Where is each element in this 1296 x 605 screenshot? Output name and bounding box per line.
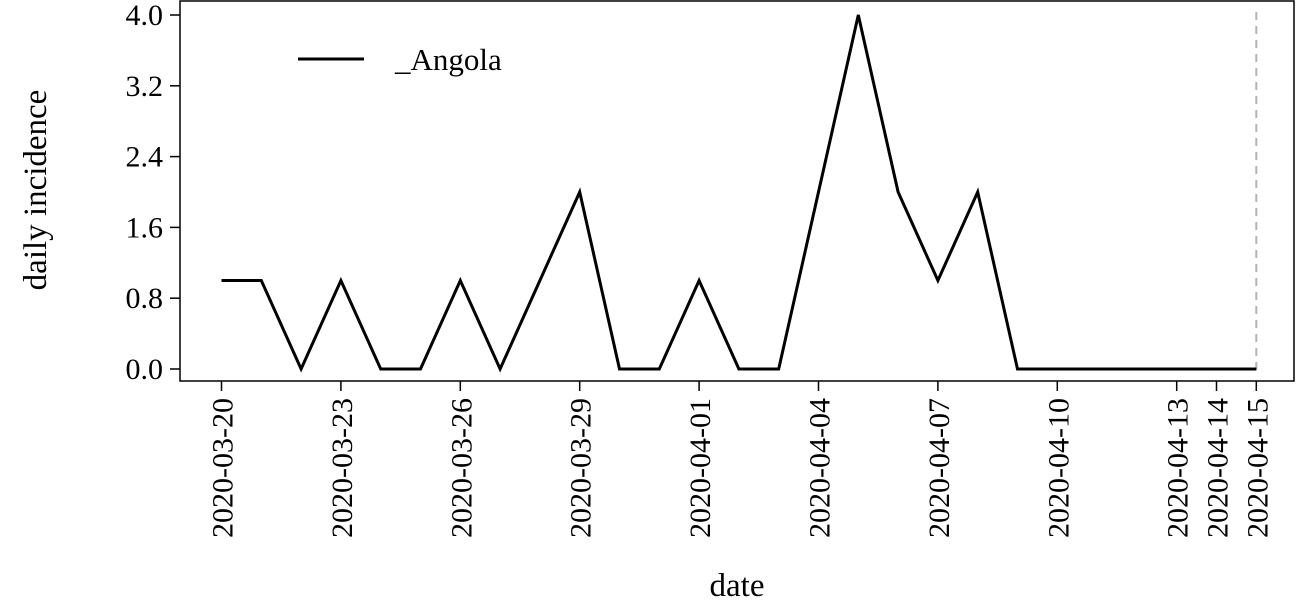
x-axis-title: date	[710, 568, 765, 600]
legend: _Angola	[298, 42, 502, 77]
x-tick-label: 2020-04-10	[1042, 398, 1075, 538]
y-tick-label: 4.0	[126, 0, 164, 32]
plot-frame	[179, 0, 1295, 382]
x-tick-label: 2020-04-04	[804, 398, 837, 538]
x-tick-label: 2020-03-20	[207, 398, 240, 538]
legend-label: _Angola	[394, 42, 502, 77]
y-tick-label: 2.4	[126, 141, 164, 174]
x-tick-label: 2020-03-29	[565, 398, 598, 538]
series-line	[221, 14, 1257, 373]
x-tick-label: 2020-03-26	[445, 398, 478, 538]
x-tick-label: 2020-04-15	[1241, 398, 1274, 538]
series-layer	[221, 14, 1257, 373]
x-tick-label: 2020-03-23	[326, 398, 359, 538]
y-tick-label: 1.6	[126, 211, 164, 244]
x-tick-label: 2020-04-07	[923, 398, 956, 538]
x-axis: 2020-03-20 2020-03-23 2020-03-26 2020-03-29…	[207, 381, 1274, 538]
y-axis-title: daily incidence	[18, 90, 54, 291]
y-tick-label: 3.2	[126, 70, 164, 103]
y-tick-label: 0.0	[126, 353, 164, 386]
x-tick-label: 2020-04-01	[684, 398, 717, 538]
x-tick-label: 2020-04-13	[1162, 398, 1195, 538]
y-tick-label: 0.8	[126, 282, 164, 315]
y-axis: 0.0 0.8 1.6 2.4 3.2 4.0	[126, 0, 180, 386]
x-tick-label: 2020-04-14	[1202, 398, 1235, 538]
